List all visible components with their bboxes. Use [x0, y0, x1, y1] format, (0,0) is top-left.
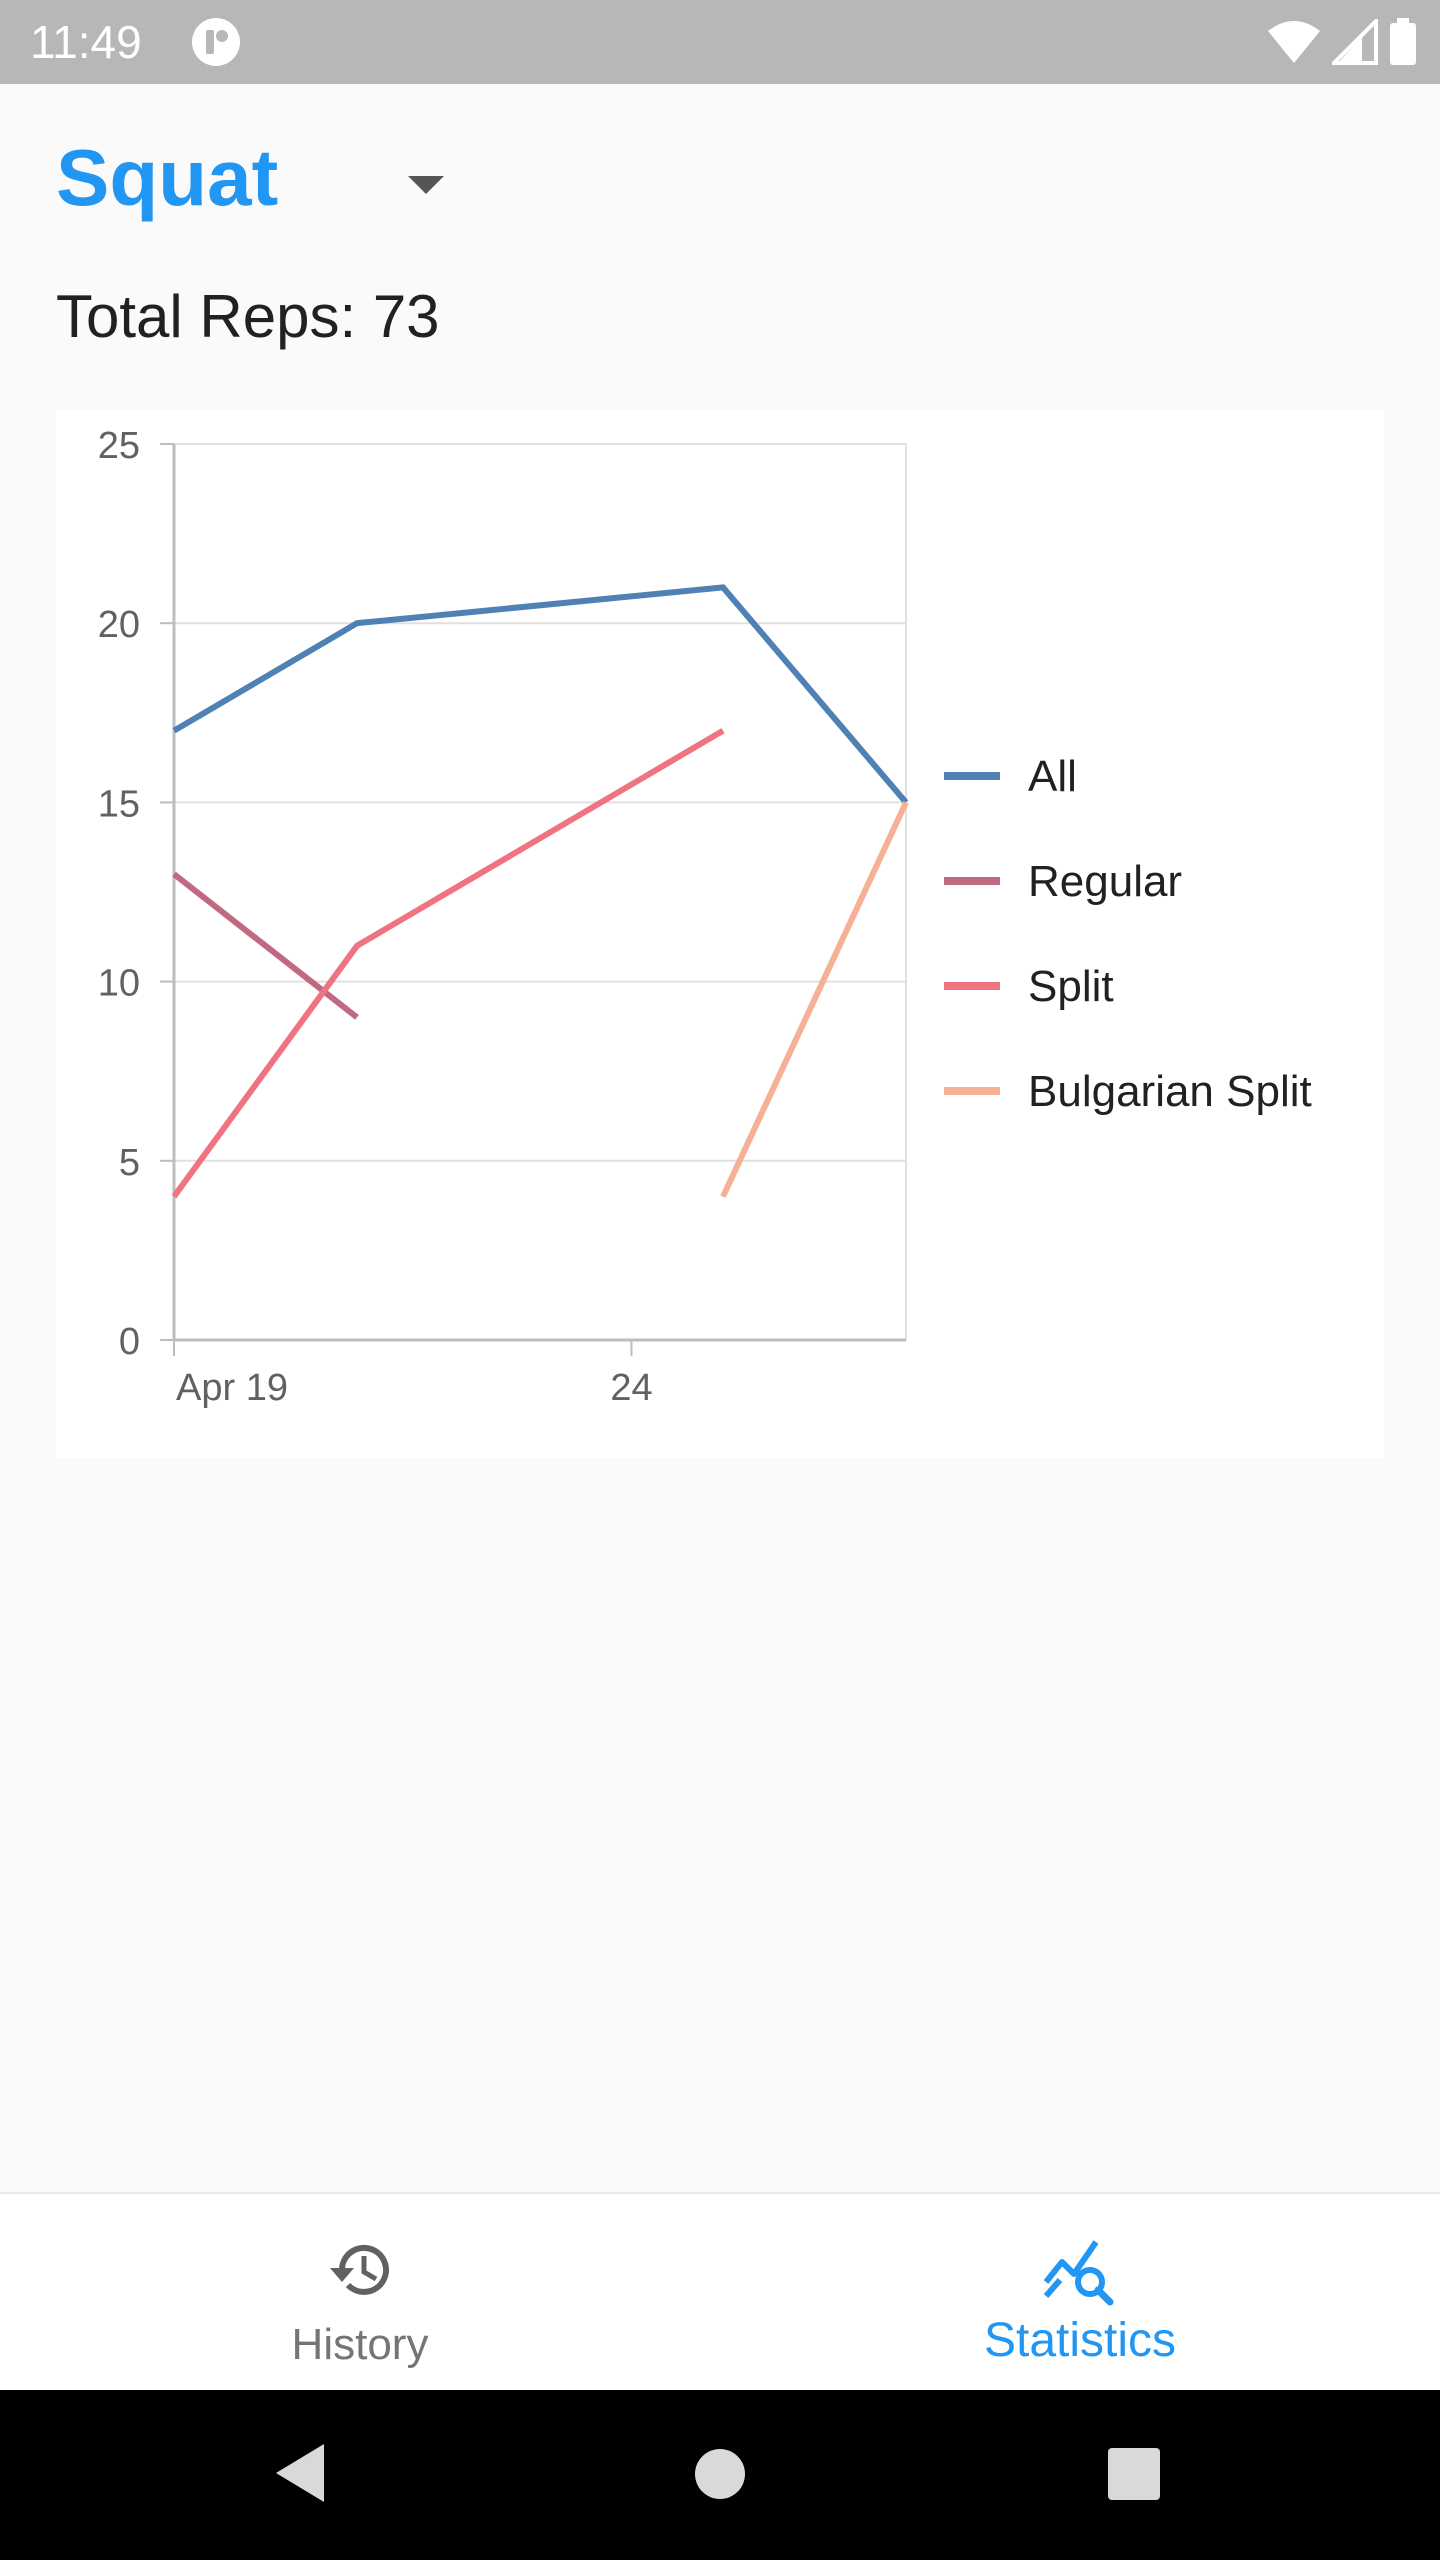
total-reps-label: Total Reps: 73 — [56, 283, 440, 350]
nav-history[interactable]: History — [0, 2194, 720, 2392]
series-line-bulgarian-split — [720, 801, 909, 1198]
battery-icon — [1390, 18, 1416, 65]
exercise-selector[interactable]: Squat — [56, 128, 476, 228]
exercise-title: Squat — [56, 133, 279, 222]
legend-label: Bulgarian Split — [1028, 1067, 1312, 1116]
wifi-icon — [1268, 21, 1320, 63]
y-tick-label: 25 — [98, 425, 140, 467]
legend-label: Regular — [1028, 857, 1182, 906]
status-time: 11:49 — [30, 16, 142, 68]
recents-icon[interactable] — [1108, 2448, 1160, 2500]
y-tick-label: 20 — [98, 604, 140, 646]
back-icon[interactable] — [274, 2442, 326, 2504]
home-icon[interactable] — [694, 2448, 746, 2500]
legend-label: All — [1028, 752, 1077, 801]
legend-label: Split — [1028, 962, 1114, 1011]
signal-icon — [1332, 19, 1378, 65]
bottom-navigation: History Statistics — [0, 2192, 1440, 2390]
total-reps: Total Reps: 73 — [56, 282, 440, 352]
nav-history-label: History — [291, 2320, 429, 2369]
series-line-all — [172, 584, 909, 805]
nav-statistics-label: Statistics — [983, 2314, 1177, 2367]
system-navigation-bar — [0, 2390, 1440, 2560]
app-notification-icon — [192, 18, 240, 66]
series-line-split — [171, 728, 725, 1199]
history-icon — [330, 2244, 389, 2295]
status-icons — [1266, 16, 1418, 68]
reps-chart-card: 0 5 10 15 20 25 Apr 19 24 All Regular Split Bulgari… — [56, 410, 1384, 1458]
y-tick-label: 5 — [119, 1142, 140, 1184]
reps-line-chart: 0 5 10 15 20 25 Apr 19 24 All Regular Split Bulgari… — [98, 425, 1312, 1409]
x-tick-label: 24 — [610, 1367, 652, 1409]
nav-statistics[interactable]: Statistics — [720, 2194, 1440, 2392]
dropdown-arrow-icon[interactable] — [406, 174, 446, 196]
statistics-icon — [1043, 2240, 1114, 2306]
y-tick-label: 0 — [119, 1321, 140, 1363]
series-line-regular — [172, 871, 359, 1020]
y-tick-label: 10 — [98, 963, 140, 1005]
y-tick-label: 15 — [98, 783, 140, 825]
x-tick-label: Apr 19 — [176, 1367, 288, 1409]
status-bar: 11:49 — [0, 0, 1440, 84]
